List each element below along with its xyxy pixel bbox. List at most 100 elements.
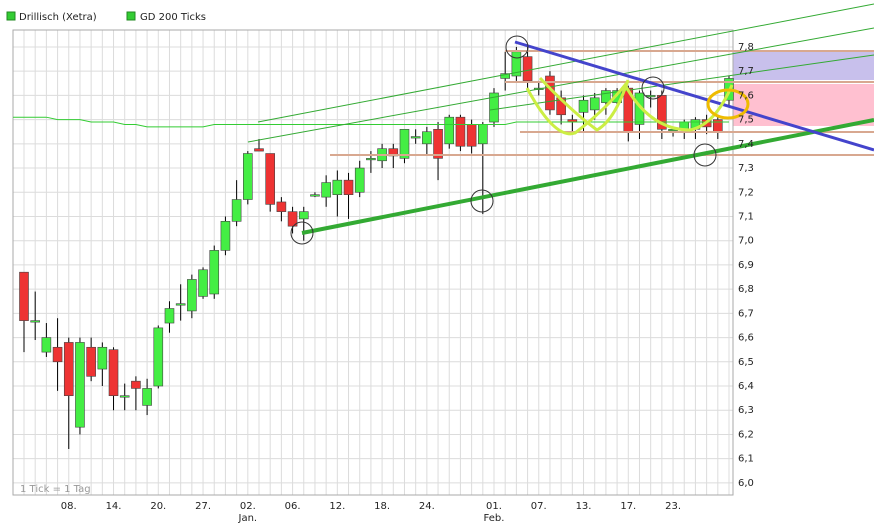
x-tick-label: 12. bbox=[329, 501, 345, 512]
candle-body bbox=[589, 97, 600, 111]
y-tick-label: 6,0 bbox=[738, 478, 754, 489]
candle-body bbox=[86, 346, 96, 377]
plot-frame bbox=[12, 29, 734, 496]
y-tick-label: 7,7 bbox=[738, 66, 754, 77]
x-tick-label: 02. bbox=[240, 501, 256, 512]
marker-circle bbox=[641, 76, 665, 100]
candle-body bbox=[366, 158, 376, 161]
x-tick-label: 27. bbox=[195, 501, 211, 512]
candle-body bbox=[332, 179, 343, 195]
candle-body bbox=[410, 136, 421, 139]
candle-body bbox=[422, 131, 432, 145]
fan-line bbox=[257, 3, 874, 123]
x-tick-label: 18. bbox=[374, 501, 390, 512]
legend: Drillisch (Xetra) GD 200 Ticks bbox=[6, 11, 206, 23]
legend-swatch bbox=[126, 11, 136, 21]
trend-line bbox=[514, 40, 874, 152]
candle-body bbox=[63, 342, 74, 397]
candle-body bbox=[354, 167, 365, 193]
marker-circle bbox=[505, 35, 529, 59]
candle-body bbox=[220, 221, 231, 251]
legend-label: GD 200 Ticks bbox=[140, 12, 206, 23]
y-tick-label: 6,3 bbox=[738, 405, 754, 416]
fan-line bbox=[247, 27, 874, 143]
x-tick-label: 08. bbox=[61, 501, 77, 512]
note: 1 Tick = 1 Tag bbox=[20, 484, 91, 495]
candle-body bbox=[321, 182, 331, 198]
candle-body bbox=[601, 90, 611, 103]
candle-body bbox=[522, 56, 533, 82]
y-tick-label: 6,1 bbox=[738, 454, 754, 465]
candle-body bbox=[578, 99, 589, 113]
x-tick-label: 17. bbox=[620, 501, 636, 512]
candle-body bbox=[187, 279, 197, 312]
marker-circle bbox=[470, 189, 494, 213]
drawings bbox=[247, 3, 874, 245]
candle-body bbox=[466, 124, 477, 147]
candle-body bbox=[153, 327, 164, 387]
grid-layer bbox=[13, 30, 733, 495]
x-tick-label: 14. bbox=[106, 501, 122, 512]
y-tick-label: 6,8 bbox=[738, 284, 754, 295]
fan-line bbox=[489, 54, 874, 111]
candle-body bbox=[265, 153, 275, 205]
candle-body bbox=[657, 95, 667, 130]
y-tick-label: 7,8 bbox=[738, 42, 754, 53]
y-tick-label: 6,4 bbox=[738, 381, 754, 392]
highlight-ring bbox=[706, 88, 750, 120]
candle-body bbox=[119, 395, 130, 398]
candle-body bbox=[97, 346, 108, 370]
shaded-zone bbox=[733, 84, 874, 126]
y-tick-label: 7,5 bbox=[738, 115, 754, 126]
x-month-label: Jan. bbox=[238, 513, 258, 524]
candle-body bbox=[30, 320, 40, 323]
y-tick-label: 7,6 bbox=[738, 90, 754, 101]
y-tick-label: 6,9 bbox=[738, 260, 754, 271]
y-tick-label: 6,6 bbox=[738, 333, 754, 344]
candle-body bbox=[287, 211, 298, 227]
moving-average-line bbox=[13, 116, 729, 128]
candle-body bbox=[19, 271, 29, 321]
candle-body bbox=[131, 380, 141, 389]
x-tick-label: 01. bbox=[486, 501, 502, 512]
candle-body bbox=[399, 128, 410, 159]
trend-line bbox=[301, 118, 874, 235]
candle-body bbox=[52, 346, 63, 363]
candle-body bbox=[713, 119, 723, 133]
marker-circle bbox=[693, 143, 717, 167]
pattern-curve bbox=[538, 76, 630, 132]
y-tick-label: 7,3 bbox=[738, 163, 754, 174]
candle-body bbox=[142, 388, 152, 406]
y-tick-label: 7,4 bbox=[738, 139, 754, 150]
candle-body bbox=[231, 199, 242, 222]
y-tick-label: 7,0 bbox=[738, 236, 754, 247]
candle-body bbox=[254, 148, 264, 152]
candle-body bbox=[343, 179, 354, 195]
y-tick-label: 7,1 bbox=[738, 211, 754, 222]
y-tick-label: 7,2 bbox=[738, 187, 754, 198]
legend-swatch bbox=[6, 11, 16, 21]
candle-body bbox=[41, 337, 52, 353]
x-tick-label: 07. bbox=[531, 501, 547, 512]
x-tick-label: 20. bbox=[150, 501, 166, 512]
x-tick-label: 24. bbox=[419, 501, 435, 512]
candle-body bbox=[75, 342, 85, 428]
x-tick-label: 23. bbox=[665, 501, 681, 512]
candle-body bbox=[489, 92, 499, 123]
x-month-label: Feb. bbox=[484, 513, 505, 524]
candle-body bbox=[164, 308, 175, 324]
candle-body bbox=[310, 194, 320, 197]
candle-body bbox=[645, 95, 656, 98]
candle-body bbox=[478, 124, 488, 145]
candle-body bbox=[276, 201, 287, 212]
candle-body bbox=[455, 116, 466, 147]
candle-body bbox=[243, 153, 253, 200]
legend-label: Drillisch (Xetra) bbox=[19, 12, 97, 23]
candle-body bbox=[175, 303, 186, 306]
y-tick-label: 6,5 bbox=[738, 357, 754, 368]
y-tick-label: 6,2 bbox=[738, 429, 754, 440]
candle-body bbox=[433, 128, 443, 159]
candle-body bbox=[298, 211, 309, 220]
candle-body bbox=[108, 349, 119, 397]
